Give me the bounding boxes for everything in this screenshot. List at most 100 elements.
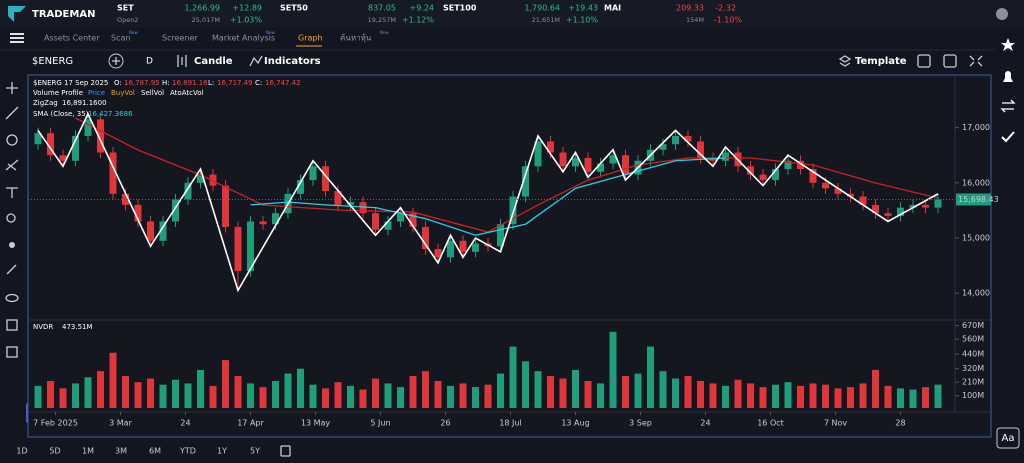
- volume-bar: [222, 360, 229, 408]
- x-tick-label: 3 Mar: [109, 419, 132, 428]
- chart-type[interactable]: Candle: [194, 56, 233, 67]
- volume-bar: [772, 384, 779, 408]
- layout-button[interactable]: [917, 54, 931, 68]
- candle-body: [172, 199, 179, 222]
- legend-date: 17 Sep 2025: [64, 79, 108, 87]
- zoom-tool[interactable]: [6, 213, 16, 223]
- candle-body: [697, 141, 704, 158]
- ticker-pct: +1.12%: [402, 16, 435, 25]
- volume-bar: [47, 380, 54, 408]
- candle-body: [622, 155, 629, 175]
- symbol-input[interactable]: $ENERG: [32, 56, 73, 67]
- text-tool[interactable]: [6, 187, 18, 198]
- range-button[interactable]: 6M: [149, 447, 161, 456]
- ticker-name[interactable]: MAI: [604, 4, 621, 13]
- volume-bar: [797, 385, 804, 408]
- delete-tool[interactable]: [6, 319, 18, 331]
- candle-body: [422, 226, 429, 250]
- crosshair-tool[interactable]: [6, 82, 18, 94]
- volume-bar: [34, 385, 42, 408]
- font-button[interactable]: Aa: [1002, 433, 1015, 444]
- range-button[interactable]: 1Y: [217, 447, 227, 456]
- interval[interactable]: D: [146, 57, 153, 67]
- candle-body: [522, 166, 529, 197]
- range-button[interactable]: YTD: [179, 447, 196, 456]
- volume-bar: [347, 385, 354, 408]
- candle-body: [147, 221, 154, 241]
- marker-tool[interactable]: [9, 242, 15, 248]
- volume-bar: [684, 376, 692, 408]
- nav-item[interactable]: Market Analysis: [212, 34, 275, 43]
- ticker-name[interactable]: SET: [117, 4, 134, 13]
- nav-item[interactable]: Scan: [111, 34, 130, 43]
- fib-tool[interactable]: [6, 134, 18, 146]
- menu-button[interactable]: [10, 33, 24, 43]
- candle-body: [772, 169, 779, 181]
- candle-body: [722, 152, 729, 161]
- x-tick-label: 5 Jun: [370, 419, 390, 428]
- ticker-change: +9.24: [409, 4, 434, 13]
- volume-bar: [234, 376, 242, 408]
- nav-item[interactable]: ค้นหาหุ้น: [340, 34, 372, 43]
- candle-body: [497, 224, 504, 247]
- x-tick-label: 18 Jul: [499, 419, 521, 428]
- nav-item-active[interactable]: Graph: [298, 34, 323, 43]
- logo: TRADEMAN: [32, 9, 95, 20]
- range-button[interactable]: 1D: [16, 447, 27, 456]
- ticker-name[interactable]: SET50: [280, 4, 308, 13]
- x-tick-label: 7 Feb 2025: [33, 419, 78, 428]
- volume-bar: [434, 380, 442, 408]
- candle-body: [47, 133, 54, 156]
- candle-body: [509, 196, 517, 225]
- candle-body: [747, 166, 754, 175]
- font-button-box[interactable]: [996, 427, 1020, 449]
- visibility-tool[interactable]: [5, 293, 19, 303]
- volume-bar: [559, 378, 567, 408]
- x-tick-label: 24: [180, 419, 190, 428]
- calendar-button[interactable]: [280, 445, 291, 457]
- candle-body: [397, 213, 404, 222]
- trade-button[interactable]: [1000, 99, 1016, 113]
- check-button[interactable]: [1001, 131, 1015, 143]
- screenshot-button[interactable]: [943, 54, 957, 68]
- ticker-value: 837.05: [368, 4, 396, 13]
- tickers: SET 1,266.99 +12.89 Open2 25,017M +1.03%…: [117, 4, 742, 25]
- legend-indicator: Price: [88, 89, 105, 97]
- range-button[interactable]: 5Y: [250, 447, 260, 456]
- volume-bar: [572, 369, 579, 408]
- candle-body: [547, 141, 554, 153]
- legend-label: O:: [114, 79, 122, 87]
- legend-indicator: SellVol: [141, 89, 164, 97]
- candle-body: [222, 185, 229, 227]
- x-tick-label: 7 Nov: [824, 419, 848, 428]
- indicators-button[interactable]: Indicators: [264, 56, 321, 67]
- candle-body: [97, 119, 104, 153]
- pattern-tool[interactable]: [5, 159, 19, 171]
- ticker-volume: 19,257M: [368, 16, 396, 24]
- nav-item[interactable]: Screener: [162, 34, 198, 43]
- brush-tool[interactable]: [6, 264, 17, 275]
- volume-bar: [509, 346, 517, 408]
- legend-close: 16,747.42: [265, 79, 301, 87]
- candle-body: [684, 135, 692, 142]
- nav-item[interactable]: Assets Center: [44, 34, 100, 43]
- volume-bar: [359, 389, 367, 408]
- range-button[interactable]: 3M: [115, 447, 127, 456]
- settings-tool[interactable]: [6, 346, 18, 358]
- range-buttons: 1D 5D 1M 3M 6M YTD 1Y 5Y: [16, 447, 260, 456]
- fullscreen-button[interactable]: [969, 55, 983, 67]
- line-tool[interactable]: [5, 106, 19, 120]
- add-button[interactable]: [108, 53, 124, 69]
- ticker-name[interactable]: SET100: [443, 4, 477, 13]
- alerts-button[interactable]: [1003, 71, 1013, 82]
- volume-bar: [97, 371, 104, 408]
- volume-bar: [147, 378, 154, 408]
- watchlist-button[interactable]: [1001, 38, 1015, 51]
- range-button[interactable]: 1M: [82, 447, 94, 456]
- user-avatar[interactable]: [996, 8, 1008, 20]
- template-button[interactable]: Template: [855, 56, 907, 67]
- volume-bar: [209, 385, 217, 408]
- candle-body: [359, 202, 367, 214]
- y-tick-label: 560M: [962, 335, 984, 344]
- range-button[interactable]: 5D: [49, 447, 60, 456]
